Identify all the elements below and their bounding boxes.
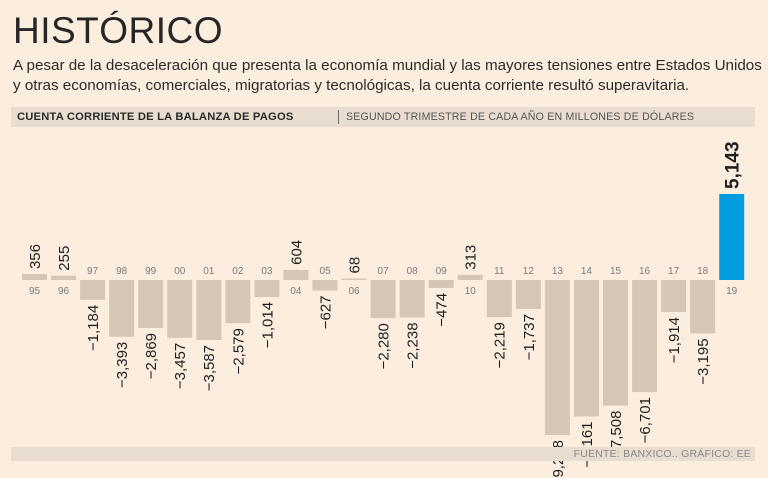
value-label-08: −2,238	[405, 322, 422, 368]
category-label-97: 97	[87, 266, 99, 277]
category-label-14: 14	[581, 266, 593, 277]
bar-19	[719, 193, 745, 280]
value-label-07: −2,280	[376, 323, 393, 369]
value-label-05: −627	[317, 295, 334, 329]
category-label-16: 16	[639, 266, 651, 277]
bar-95	[22, 274, 47, 280]
value-label-04: 604	[288, 240, 305, 265]
value-label-12: −1,737	[521, 314, 538, 360]
value-label-19: 5,143	[723, 141, 744, 189]
value-label-00: −3,457	[172, 343, 189, 389]
bar-06	[341, 278, 367, 280]
bar-99	[138, 280, 164, 328]
category-label-09: 09	[436, 266, 448, 277]
source-credit: FUENTE: BANXICO.. GRÁFICO: EE	[573, 448, 751, 460]
category-label-13: 13	[552, 266, 564, 277]
bar-02	[225, 280, 251, 324]
category-label-00: 00	[174, 266, 186, 277]
category-label-19: 19	[726, 286, 738, 297]
page-title: HISTÓRICO	[13, 10, 224, 51]
category-label-06: 06	[348, 286, 360, 297]
page-subtitle: A pesar de la desaceleración que present…	[13, 57, 762, 94]
category-label-01: 01	[203, 266, 215, 277]
category-label-02: 02	[232, 266, 244, 277]
chart-description: SEGUNDO TRIMESTRE DE CADA AÑO EN MILLONE…	[346, 111, 695, 123]
category-label-05: 05	[319, 266, 331, 277]
bar-11	[486, 280, 512, 318]
value-label-96: 255	[56, 246, 73, 271]
value-label-99: −2,869	[143, 333, 160, 379]
bar-07	[370, 280, 396, 319]
category-label-03: 03	[261, 266, 273, 277]
category-label-11: 11	[494, 266, 505, 277]
value-label-95: 356	[27, 244, 44, 269]
bar-15	[603, 280, 628, 406]
value-label-03: −1,014	[259, 302, 276, 348]
bar-18	[690, 280, 716, 334]
category-label-12: 12	[523, 266, 535, 277]
category-label-95: 95	[29, 286, 41, 297]
category-label-07: 07	[378, 266, 390, 277]
value-label-18: −3,195	[695, 338, 712, 384]
bar-01	[196, 280, 222, 340]
bar-10	[457, 274, 483, 280]
bar-97	[80, 280, 106, 300]
value-label-09: −474	[434, 293, 451, 327]
bar-08	[399, 280, 425, 318]
category-label-18: 18	[697, 266, 709, 277]
chart-header-band: CUENTA CORRIENTE DE LA BALANZA DE PAGOS …	[11, 107, 755, 127]
value-label-01: −3,587	[201, 345, 218, 391]
category-label-04: 04	[290, 286, 302, 297]
bar-98	[109, 280, 135, 337]
bar-05	[312, 280, 338, 291]
category-label-98: 98	[116, 266, 128, 277]
bar-09	[428, 280, 454, 288]
value-label-11: −2,219	[492, 322, 509, 368]
value-label-98: −3,393	[114, 342, 131, 388]
bar-96	[51, 275, 77, 280]
bar-04	[283, 269, 309, 280]
value-label-10: 313	[463, 245, 480, 270]
value-label-02: −2,579	[230, 328, 247, 374]
chart-title: CUENTA CORRIENTE DE LA BALANZA DE PAGOS	[17, 111, 294, 123]
category-label-08: 08	[407, 266, 419, 277]
bar-00	[167, 280, 193, 338]
category-label-96: 96	[58, 286, 70, 297]
bar-13	[544, 280, 570, 435]
category-label-99: 99	[145, 266, 157, 277]
bar-16	[632, 280, 658, 393]
bar-12	[515, 280, 541, 310]
title-separator	[338, 110, 339, 124]
value-label-97: −1,184	[85, 305, 102, 351]
category-label-15: 15	[610, 266, 622, 277]
bar-03	[254, 280, 280, 297]
category-label-10: 10	[465, 286, 477, 297]
value-label-17: −1,914	[666, 317, 683, 363]
category-label-17: 17	[668, 266, 680, 277]
value-label-15: −7,508	[608, 411, 625, 457]
value-label-06: 68	[346, 257, 363, 274]
bar-14	[573, 280, 599, 417]
footer-band: FUENTE: BANXICO.. GRÁFICO: EE	[11, 447, 755, 461]
bar-17	[661, 280, 687, 313]
value-label-16: −6,701	[637, 397, 654, 443]
